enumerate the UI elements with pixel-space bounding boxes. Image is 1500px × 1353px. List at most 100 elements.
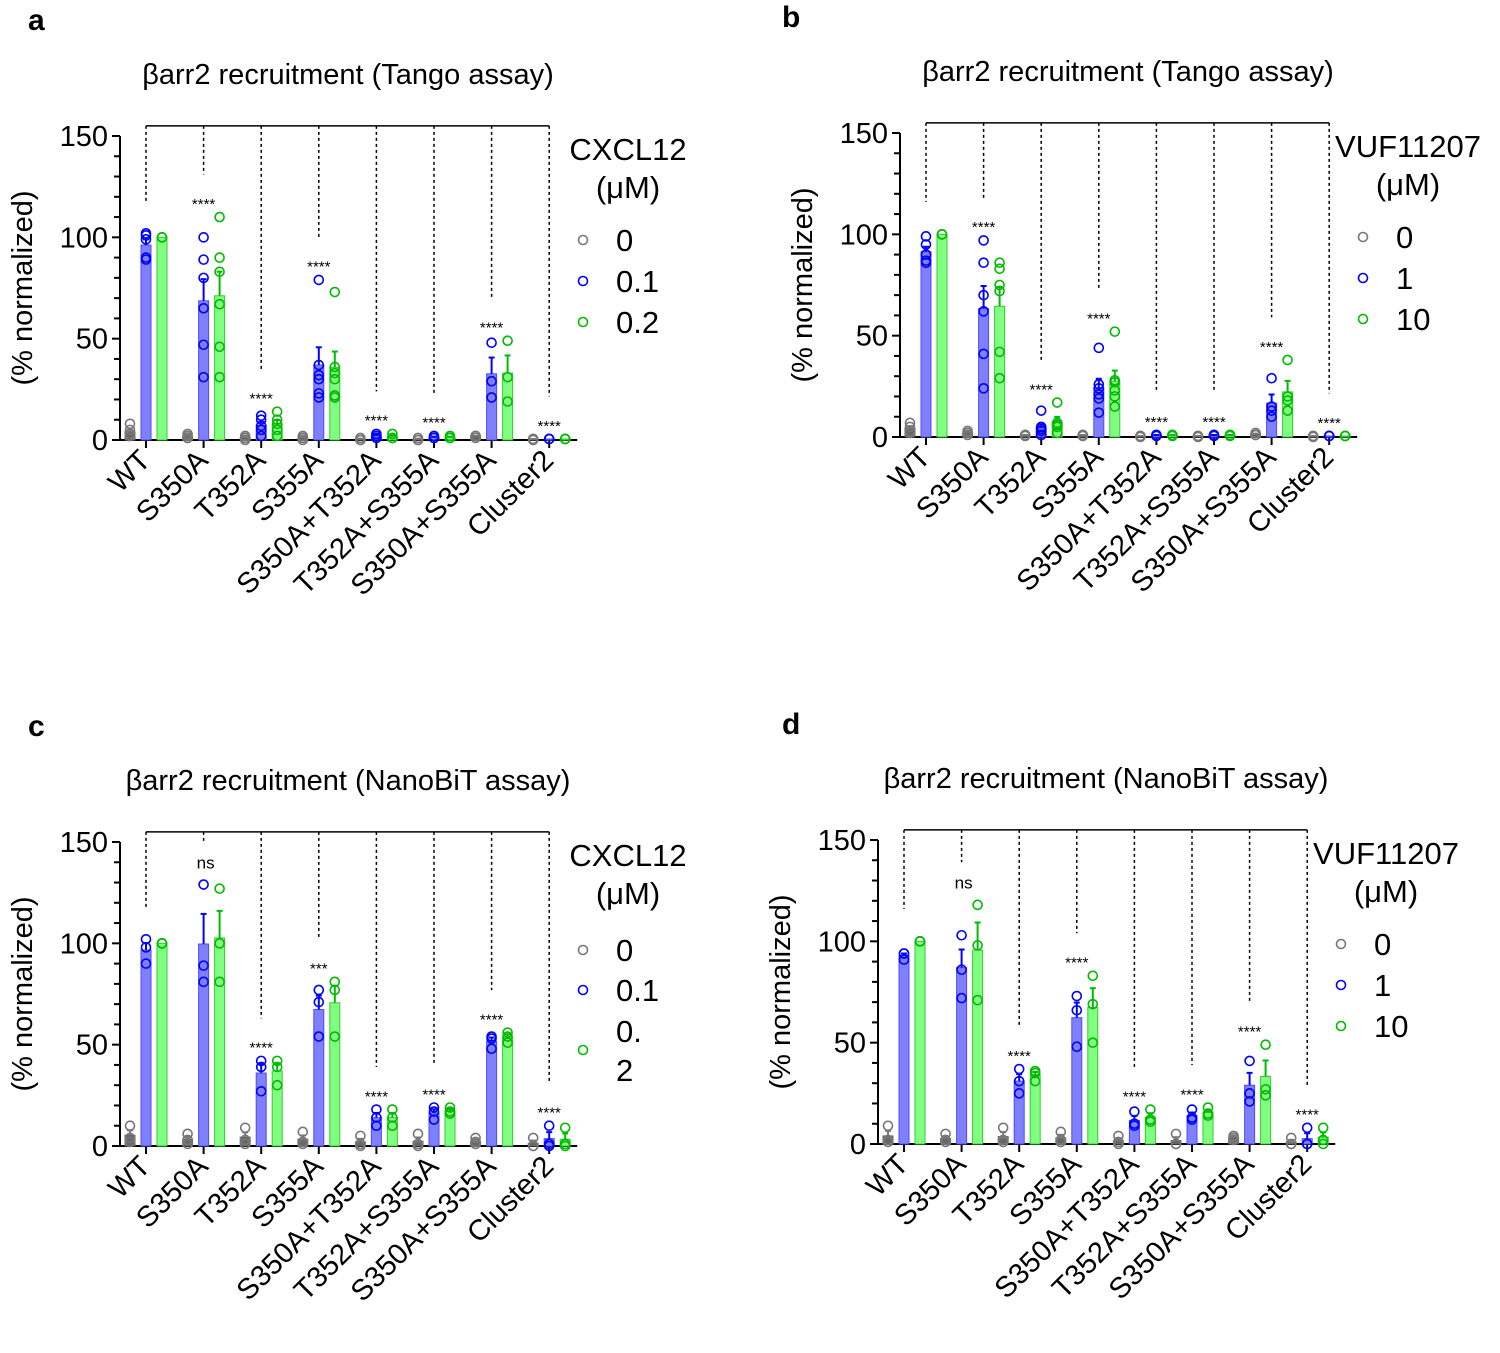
data-point: [140, 230, 152, 241]
legend-unit: (μM): [596, 876, 660, 911]
chart-panel-a: a βarr2 recruitment (Tango assay) (% norma…: [7, 4, 687, 602]
data-point: [1109, 385, 1121, 396]
legend-label-line: 0.: [616, 1014, 642, 1049]
y-tick-label: 50: [76, 1030, 108, 1062]
legend-label: 0: [616, 933, 633, 968]
y-tick-label: 150: [818, 825, 866, 857]
data-point: [313, 359, 325, 371]
bar: [329, 1002, 341, 1147]
bar: [198, 943, 210, 1147]
data-point: [1129, 1120, 1140, 1132]
data-point: [1244, 1055, 1255, 1067]
bar: [914, 940, 926, 1145]
data-point: [956, 964, 967, 976]
data-point: [124, 418, 136, 430]
data-point: [198, 302, 209, 314]
data-point: [486, 375, 497, 387]
significance-label: ****: [192, 196, 216, 213]
data-point: [428, 1102, 440, 1113]
data-point: [1228, 1134, 1239, 1146]
data-point: [920, 239, 932, 250]
data-point: [313, 996, 325, 1008]
legend-title: CXCL12: [569, 132, 686, 167]
bar: [1301, 1138, 1313, 1145]
data-point: [904, 421, 916, 433]
legend-label: 0: [1396, 220, 1413, 255]
data-point: [124, 1136, 136, 1148]
data-point: [470, 1138, 481, 1150]
data-point: [214, 976, 225, 988]
data-point: [1029, 1067, 1041, 1079]
data-point: [124, 1132, 136, 1144]
data-point: [920, 231, 932, 242]
data-point: [198, 339, 209, 351]
data-point: [1282, 405, 1293, 416]
data-point: [920, 257, 932, 269]
significance-label: ****: [538, 1105, 562, 1122]
data-point: [255, 410, 267, 421]
bar: [978, 308, 990, 438]
data-point: [198, 232, 209, 243]
data-point: [198, 960, 209, 971]
data-point: [1282, 354, 1293, 366]
data-point: [428, 1114, 440, 1125]
data-point: [936, 229, 948, 240]
legend-label: 0: [616, 223, 633, 258]
data-point: [972, 994, 983, 1006]
y-tick-label: 150: [60, 121, 108, 153]
data-point: [1282, 391, 1293, 402]
data-point: [1186, 1104, 1198, 1115]
legend-marker: [577, 316, 589, 328]
y-axis-label: (% normalized): [787, 188, 819, 383]
data-point: [214, 341, 225, 353]
data-point: [559, 1140, 571, 1152]
legend-marker: [1357, 231, 1369, 243]
data-point: [198, 254, 209, 265]
bar: [140, 949, 152, 1147]
y-axis-label: (% normalized): [7, 897, 39, 1092]
data-point: [1093, 389, 1105, 400]
significance-label: ****: [538, 418, 562, 435]
data-point: [1266, 411, 1277, 423]
data-point: [470, 1132, 481, 1144]
legend-marker: [577, 1044, 589, 1056]
legend-marker: [1335, 938, 1347, 950]
data-point: [214, 211, 225, 223]
data-point: [1323, 430, 1335, 442]
data-point: [1055, 1136, 1067, 1148]
data-point: [486, 337, 497, 349]
legend-unit: (μM): [1354, 874, 1418, 909]
significance-label: ****: [250, 390, 274, 407]
data-point: [355, 434, 366, 446]
data-point: [255, 424, 267, 436]
data-point: [124, 1120, 136, 1132]
bar: [313, 1009, 325, 1147]
data-point: [1285, 1138, 1297, 1150]
legend-marker: [1335, 1020, 1347, 1032]
data-point: [271, 1061, 283, 1073]
significance-label: ****: [365, 1088, 389, 1105]
data-point: [962, 429, 973, 441]
legend-label: 0.1: [616, 973, 659, 1008]
data-point: [1282, 395, 1293, 406]
data-point: [1035, 405, 1047, 416]
data-point: [124, 424, 136, 436]
data-point: [1317, 1138, 1329, 1150]
data-point: [140, 254, 152, 265]
data-point: [502, 1027, 513, 1038]
data-point: [994, 372, 1005, 384]
data-point: [371, 1120, 382, 1132]
data-point: [527, 1140, 539, 1152]
y-tick-label: 50: [834, 1028, 866, 1060]
y-tick-label: 100: [840, 219, 888, 251]
data-point: [182, 1134, 193, 1146]
data-point: [1167, 430, 1178, 442]
data-point: [940, 1136, 951, 1148]
legend-label: 0.2: [616, 305, 659, 340]
data-point: [198, 976, 209, 988]
legend-label: 10: [1374, 1009, 1408, 1044]
legend-unit: (μM): [1376, 167, 1440, 202]
data-point: [1192, 431, 1204, 443]
y-tick-label: 0: [872, 422, 888, 454]
